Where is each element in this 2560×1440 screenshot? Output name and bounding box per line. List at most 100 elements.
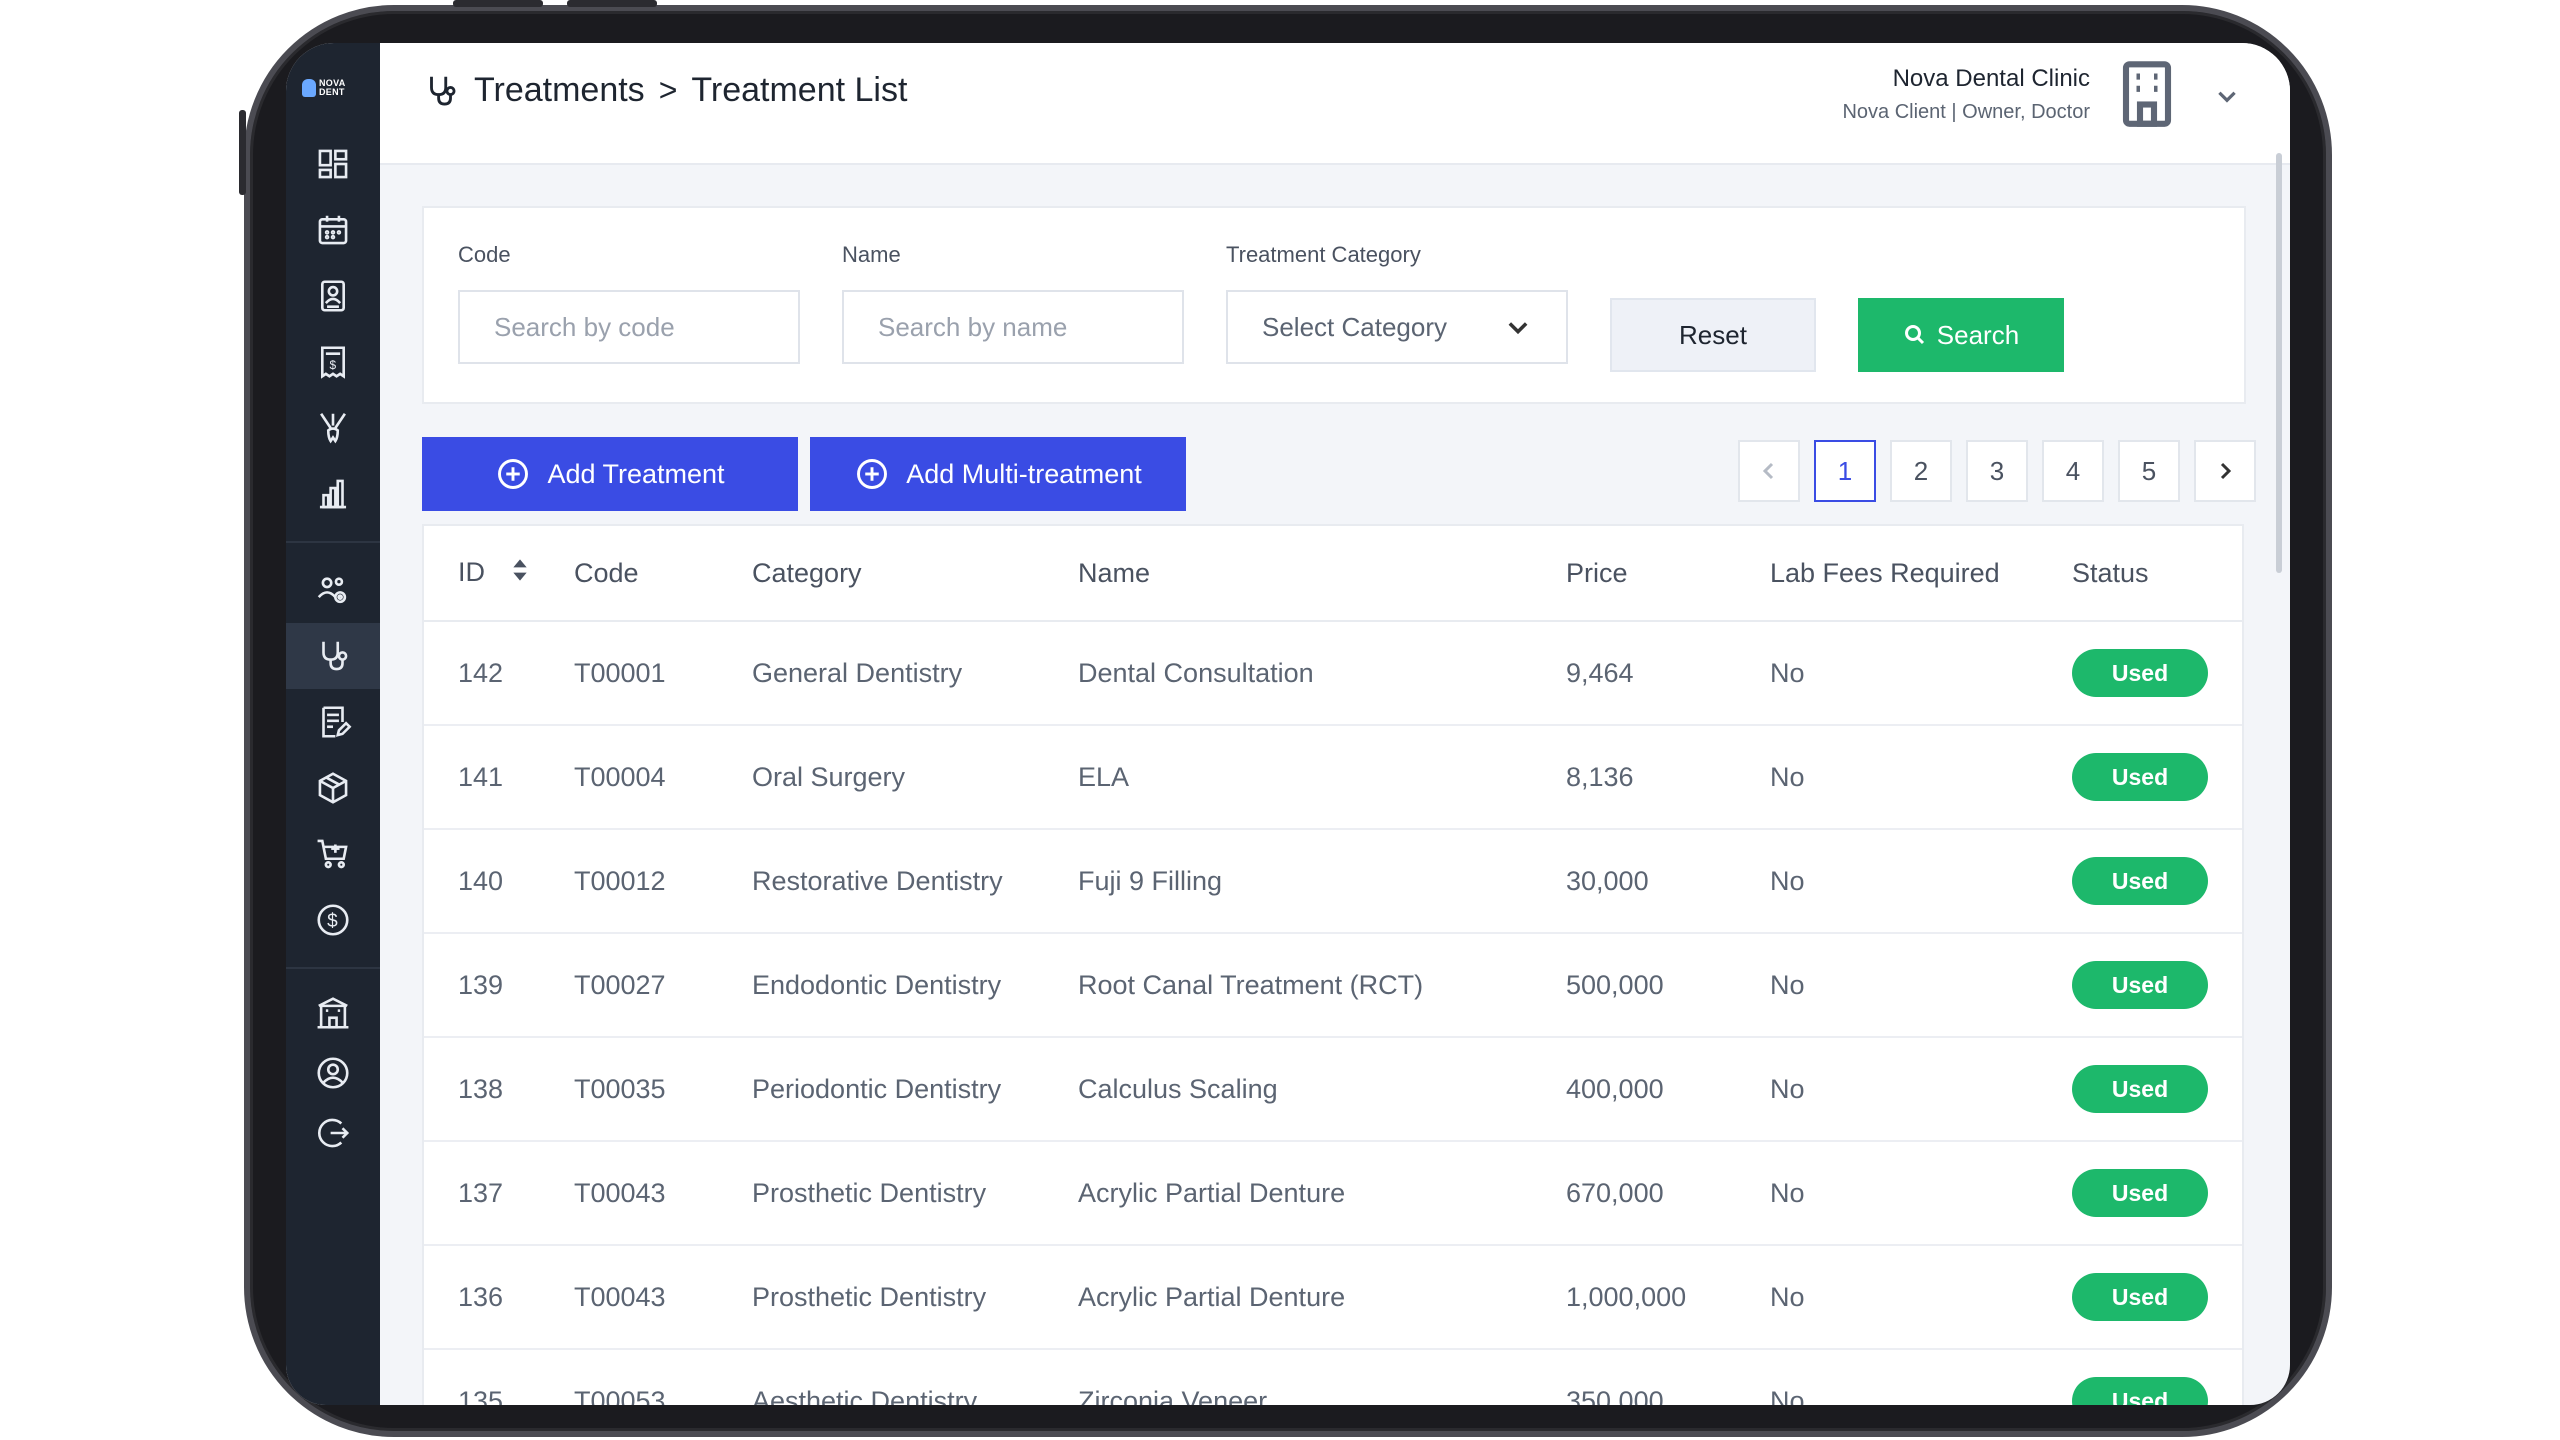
cell-category: Prosthetic Dentistry — [752, 1281, 987, 1312]
package-icon — [318, 772, 348, 804]
status-badge: Used — [2072, 961, 2208, 1009]
cell-lab-fees: No — [1770, 1177, 1805, 1208]
sidebar-item-tools[interactable] — [286, 395, 380, 461]
cell-lab-fees: No — [1770, 1385, 1805, 1406]
building-icon — [2122, 61, 2172, 127]
sidebar-item-logout[interactable] — [286, 1103, 380, 1163]
cell-price: 30,000 — [1566, 865, 1649, 896]
cell-code: T00053 — [574, 1385, 666, 1406]
code-search-input[interactable]: Search by code — [458, 290, 800, 364]
sidebar-item-clinic[interactable] — [286, 983, 380, 1043]
table-row[interactable]: 136 T00043 Prosthetic Dentistry Acrylic Par… — [424, 1246, 2242, 1350]
cell-id: 141 — [458, 761, 504, 792]
add-multi-treatment-label: Add Multi-treatment — [906, 458, 1142, 489]
cell-status: Used — [2072, 961, 2208, 1009]
sidebar-divider — [286, 967, 380, 969]
treatment-table: ID Code Category Name Price Lab Fees Req… — [422, 524, 2244, 1405]
add-treatment-button[interactable]: Add Treatment — [422, 437, 798, 511]
cell-status: Used — [2072, 857, 2208, 905]
sidebar-item-dashboard[interactable] — [286, 131, 380, 197]
page-button-3[interactable]: 3 — [1966, 440, 2028, 502]
sidebar-item-finance[interactable]: $ — [286, 887, 380, 953]
sidebar-item-treatments[interactable] — [286, 623, 380, 689]
sidebar-item-profile[interactable] — [286, 1043, 380, 1103]
cell-price: 9,464 — [1566, 657, 1634, 688]
cell-name: Fuji 9 Filling — [1078, 865, 1223, 896]
prev-page-button[interactable] — [1738, 440, 1800, 502]
status-badge: Used — [2072, 649, 2208, 697]
column-header-price: Price — [1566, 557, 1628, 588]
page-button-4[interactable]: 4 — [2042, 440, 2104, 502]
sidebar-item-patients[interactable] — [286, 263, 380, 329]
cell-lab-fees: No — [1770, 1073, 1805, 1104]
name-filter: Name Search by name — [842, 242, 1184, 364]
column-header-id[interactable]: ID — [458, 557, 529, 589]
breadcrumb-separator: > — [658, 72, 678, 108]
svg-text:$: $ — [327, 911, 338, 932]
cell-code: T00027 — [574, 969, 666, 1000]
cell-code: T00043 — [574, 1177, 666, 1208]
sidebar-item-invoices[interactable]: $ — [286, 329, 380, 395]
sidebar-item-purchases[interactable] — [286, 821, 380, 887]
table-row[interactable]: 139 T00027 Endodontic Dentistry Root Canal … — [424, 934, 2242, 1038]
next-page-button[interactable] — [2194, 440, 2256, 502]
calendar-icon — [318, 215, 348, 245]
table-row[interactable]: 140 T00012 Restorative Dentistry Fuji 9 Fil… — [424, 830, 2242, 934]
logo-text-bottom: DENT — [319, 87, 345, 97]
cell-price: 500,000 — [1566, 969, 1664, 1000]
account-menu-toggle[interactable] — [2214, 83, 2240, 109]
cell-name: Acrylic Partial Denture — [1078, 1177, 1346, 1208]
page-button-2[interactable]: 2 — [1890, 440, 1952, 502]
reset-button-label: Reset — [1679, 319, 1747, 350]
nav-account — [286, 983, 380, 1163]
device-side-button — [239, 110, 246, 195]
breadcrumb-root[interactable]: Treatments — [474, 71, 645, 109]
column-header-code: Code — [574, 557, 639, 588]
category-selected-value: Select Category — [1262, 311, 1447, 342]
tooth-logo-icon — [302, 79, 316, 97]
device-top-button — [567, 0, 657, 7]
search-button[interactable]: Search — [1858, 298, 2064, 372]
sidebar-item-records[interactable] — [286, 689, 380, 755]
status-badge: Used — [2072, 1065, 2208, 1113]
chevron-down-icon — [2218, 91, 2236, 103]
cell-code: T00001 — [574, 657, 666, 688]
table-row[interactable]: 141 T00004 Oral Surgery ELA 8,136 No Used — [424, 726, 2242, 830]
breadcrumb: Treatments > Treatment List — [422, 71, 907, 110]
sidebar-item-staff[interactable] — [286, 557, 380, 623]
edit-list-icon — [322, 706, 352, 738]
page-button-5[interactable]: 5 — [2118, 440, 2180, 502]
sort-icon[interactable] — [511, 558, 529, 589]
cell-id: 140 — [458, 865, 504, 896]
page-button-1[interactable]: 1 — [1814, 440, 1876, 502]
clinic-avatar[interactable] — [2112, 59, 2182, 129]
table-row[interactable]: 138 T00035 Periodontic Dentistry Calculus S… — [424, 1038, 2242, 1142]
sidebar-item-reports[interactable] — [286, 461, 380, 527]
pagination: 1 2 3 4 5 — [1738, 440, 2256, 502]
table-row[interactable]: 137 T00043 Prosthetic Dentistry Acrylic Par… — [424, 1142, 2242, 1246]
cell-id: 135 — [458, 1385, 504, 1406]
stethoscope-icon — [322, 641, 348, 671]
name-label: Name — [842, 242, 901, 267]
logout-icon — [318, 1118, 350, 1148]
cell-status: Used — [2072, 649, 2208, 697]
page-scrollbar[interactable] — [2276, 153, 2282, 573]
cell-price: 350,000 — [1566, 1385, 1664, 1406]
name-search-input[interactable]: Search by name — [842, 290, 1184, 364]
device-top-button — [453, 0, 543, 7]
table-row[interactable]: 135 T00053 Aesthetic Dentistry Zirconia Ven… — [424, 1350, 2242, 1405]
add-multi-treatment-button[interactable]: Add Multi-treatment — [810, 437, 1186, 511]
table-header: ID Code Category Name Price Lab Fees Req… — [424, 526, 2242, 622]
cell-name: Acrylic Partial Denture — [1078, 1281, 1346, 1312]
tooth-tools-icon — [320, 413, 346, 444]
cell-id: 138 — [458, 1073, 504, 1104]
stethoscope-icon — [430, 76, 456, 105]
category-select[interactable]: Select Category — [1226, 290, 1568, 364]
table-row[interactable]: 142 T00001 General Dentistry Dental Consult… — [424, 622, 2242, 726]
cell-name: ELA — [1078, 761, 1130, 792]
cell-status: Used — [2072, 1377, 2208, 1405]
sidebar-item-calendar[interactable] — [286, 197, 380, 263]
reset-button[interactable]: Reset — [1610, 298, 1816, 372]
sidebar-item-inventory[interactable] — [286, 755, 380, 821]
status-badge: Used — [2072, 1169, 2208, 1217]
